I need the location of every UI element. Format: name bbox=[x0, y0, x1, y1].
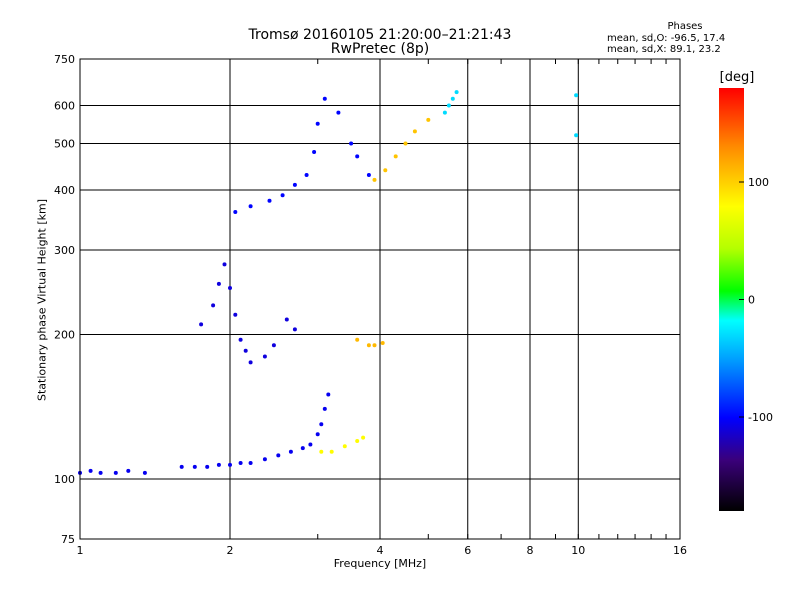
data-point bbox=[271, 343, 276, 348]
chart-title: Tromsø 20160105 21:20:00–21:21:43 bbox=[248, 27, 512, 43]
stats-x-mode: mean, sd,X: 89.1, 23.2 bbox=[607, 44, 721, 55]
data-point bbox=[142, 470, 147, 475]
data-point bbox=[199, 322, 204, 327]
data-point bbox=[366, 343, 371, 348]
data-point bbox=[262, 354, 267, 359]
data-point bbox=[98, 470, 103, 475]
data-point bbox=[228, 286, 232, 290]
data-point bbox=[248, 204, 253, 209]
data-point bbox=[192, 464, 197, 469]
data-point bbox=[574, 93, 579, 98]
data-point bbox=[336, 110, 341, 115]
data-point bbox=[315, 121, 320, 126]
y-tick-label: 200 bbox=[54, 329, 75, 342]
x-tick-label: 4 bbox=[377, 544, 384, 557]
y-tick-label: 400 bbox=[54, 184, 75, 197]
data-point bbox=[88, 468, 93, 473]
data-point bbox=[312, 150, 317, 154]
data-point bbox=[372, 343, 377, 348]
data-point bbox=[179, 464, 184, 469]
axis-ticks: 1 2 4 6 8 10 16 75 100 200 300 400 500 600 750 bbox=[54, 53, 687, 557]
data-point bbox=[361, 435, 366, 440]
data-point bbox=[113, 470, 118, 475]
data-point bbox=[450, 96, 455, 101]
y-tick-label: 750 bbox=[54, 53, 75, 66]
x-tick-label: 10 bbox=[571, 544, 585, 557]
data-point bbox=[238, 337, 243, 342]
data-point bbox=[446, 103, 451, 108]
data-point bbox=[574, 133, 579, 138]
data-point bbox=[233, 312, 238, 317]
data-point bbox=[355, 337, 360, 342]
data-point bbox=[248, 360, 253, 365]
data-point bbox=[319, 449, 324, 454]
data-point bbox=[276, 453, 281, 458]
data-point bbox=[355, 439, 360, 443]
colorbar-tick-label: -100 bbox=[748, 411, 773, 424]
data-point bbox=[262, 457, 267, 462]
data-point bbox=[228, 462, 232, 467]
data-point bbox=[366, 173, 371, 177]
data-point bbox=[454, 90, 459, 95]
data-point bbox=[315, 432, 320, 437]
x-tick-label: 6 bbox=[464, 544, 471, 557]
data-point bbox=[211, 303, 216, 308]
grid-lines bbox=[80, 59, 680, 539]
data-point bbox=[383, 168, 388, 173]
data-point bbox=[300, 446, 305, 451]
data-point bbox=[326, 392, 331, 397]
data-point bbox=[308, 442, 313, 447]
x-tick-label: 16 bbox=[673, 544, 687, 557]
data-point bbox=[412, 129, 417, 134]
data-point bbox=[380, 341, 385, 345]
data-point bbox=[205, 464, 210, 469]
data-point bbox=[238, 461, 243, 465]
stats-o-mode: mean, sd,O: -96.5, 17.4 bbox=[607, 33, 726, 44]
data-point bbox=[280, 193, 285, 198]
data-point bbox=[292, 182, 297, 187]
chart-subtitle: RwPretec (8p) bbox=[330, 41, 430, 57]
data-point bbox=[319, 422, 324, 427]
data-point bbox=[126, 468, 131, 473]
x-tick-label: 8 bbox=[527, 544, 534, 557]
data-point bbox=[349, 141, 354, 146]
y-tick-label: 600 bbox=[54, 100, 75, 113]
data-point bbox=[442, 110, 447, 115]
x-tick-label: 1 bbox=[77, 544, 84, 557]
data-point bbox=[216, 281, 221, 286]
x-axis-label: Frequency [MHz] bbox=[333, 557, 427, 570]
y-tick-label: 100 bbox=[54, 473, 75, 486]
x-tick-label: 2 bbox=[227, 544, 234, 557]
colorbar-tick-label: 0 bbox=[748, 294, 755, 307]
colorbar-tick-label: 100 bbox=[748, 176, 769, 189]
colorbar-ticks: 100 0 -100 bbox=[739, 176, 773, 424]
data-point bbox=[288, 449, 293, 454]
data-point bbox=[233, 210, 238, 214]
data-point bbox=[342, 444, 347, 449]
data-point bbox=[329, 449, 334, 454]
data-point bbox=[393, 154, 398, 159]
y-tick-label: 500 bbox=[54, 138, 75, 151]
colorbar-unit-label: [deg] bbox=[719, 70, 755, 85]
y-tick-label: 300 bbox=[54, 244, 75, 257]
stats-heading: Phases bbox=[667, 21, 703, 32]
data-point bbox=[426, 117, 431, 122]
data-point bbox=[248, 461, 253, 465]
data-point bbox=[216, 462, 221, 467]
data-point bbox=[243, 348, 248, 353]
data-point bbox=[304, 173, 309, 177]
data-point bbox=[267, 198, 272, 203]
data-point bbox=[355, 154, 360, 159]
data-point bbox=[372, 177, 377, 182]
data-point bbox=[403, 141, 408, 146]
data-point bbox=[322, 96, 327, 101]
data-point bbox=[222, 262, 227, 267]
data-points bbox=[78, 90, 579, 475]
data-point bbox=[284, 317, 289, 322]
data-point bbox=[322, 406, 327, 411]
data-point bbox=[292, 327, 297, 332]
y-tick-label: 75 bbox=[61, 533, 75, 546]
